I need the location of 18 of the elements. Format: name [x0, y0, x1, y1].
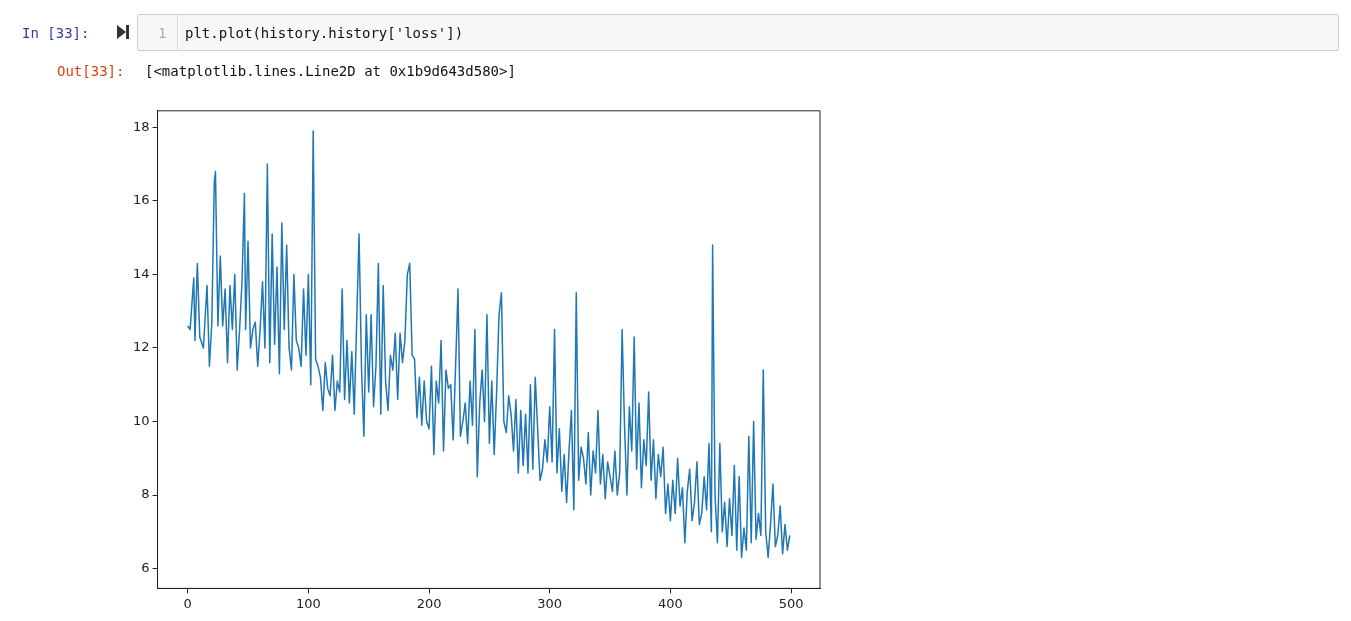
text: In [33]:: [22, 24, 90, 43]
text: plt.plot(history.history['loss']): [185, 24, 464, 43]
x-tick-label: 500: [778, 595, 804, 611]
x-tick-label: 0: [183, 595, 192, 611]
x-tick-label: 200: [416, 595, 442, 611]
y-tick-label: 12: [133, 339, 150, 355]
y-tick-label: 6: [141, 559, 150, 575]
text: Out[33]:: [57, 62, 125, 81]
y-tick-label: 14: [133, 265, 150, 281]
text: 1: [158, 24, 167, 43]
x-tick-label: 300: [537, 595, 563, 611]
y-tick-label: 18: [133, 118, 150, 134]
x-tick-label: 100: [295, 595, 321, 611]
y-tick-label: 8: [141, 486, 150, 502]
y-tick-label: 10: [133, 412, 150, 428]
text: [<matplotlib.lines.Line2D at 0x1b9d643d580>]: [145, 62, 516, 81]
x-tick-label: 400: [657, 595, 683, 611]
y-tick-label: 16: [133, 192, 150, 208]
